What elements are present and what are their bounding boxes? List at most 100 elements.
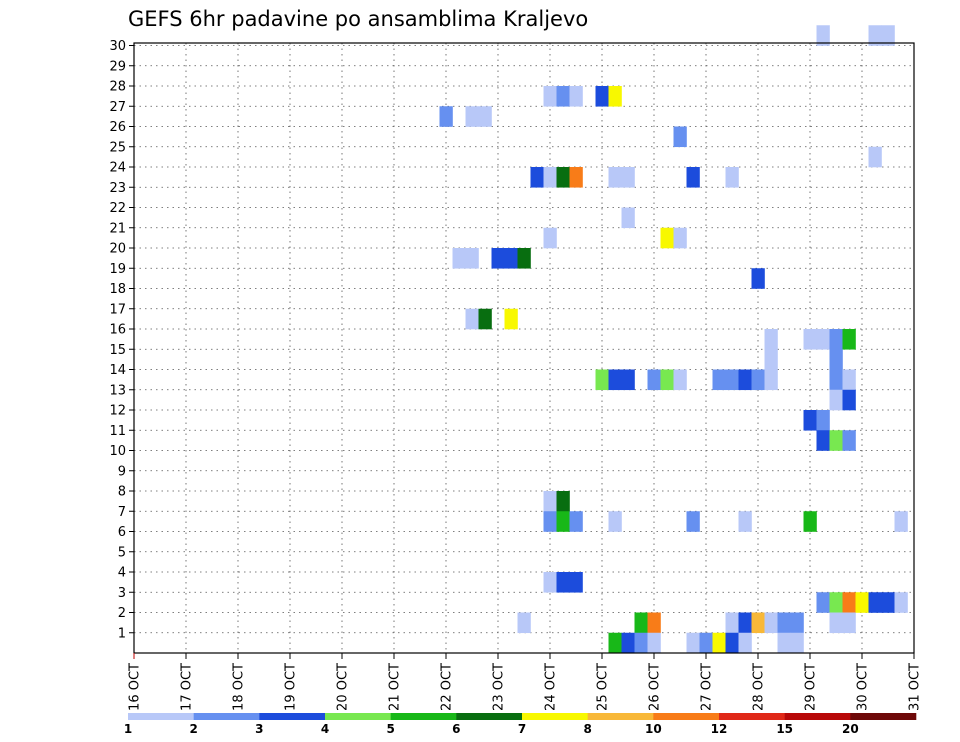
heatmap-cell bbox=[686, 511, 700, 532]
x-tick-label: 19 OCT bbox=[284, 663, 299, 711]
colorbar-swatch bbox=[193, 713, 260, 720]
x-tick-label: 17 OCT bbox=[180, 663, 195, 711]
y-tick-label: 28 bbox=[109, 80, 126, 95]
x-axis: 16 OCT 17 OCT 18 OCT 19 OCT 20 OCT 21 OCT 22 O… bbox=[128, 653, 923, 711]
heatmap-cell bbox=[686, 632, 700, 654]
heatmap-cell bbox=[621, 369, 635, 391]
heatmap-cell bbox=[725, 632, 739, 654]
y-tick-label: 11 bbox=[109, 424, 126, 439]
grid bbox=[134, 43, 914, 653]
heatmap-cell bbox=[751, 369, 765, 391]
y-tick-label: 1 bbox=[118, 626, 126, 641]
plot-frame bbox=[133, 42, 915, 654]
x-tick-label: 23 OCT bbox=[492, 663, 507, 711]
y-axis: 1234567891011121314151617181920212223242… bbox=[109, 39, 134, 641]
x-tick-label: 31 OCT bbox=[908, 663, 923, 711]
heatmap-cell bbox=[478, 106, 492, 127]
x-tick-label: 21 OCT bbox=[388, 663, 403, 711]
heatmap-cell bbox=[764, 369, 778, 391]
y-tick-label: 26 bbox=[109, 120, 126, 135]
heatmap-cell bbox=[530, 167, 544, 188]
y-tick-label: 24 bbox=[109, 161, 126, 176]
heatmap-cell bbox=[842, 592, 856, 613]
heatmap-cell bbox=[504, 248, 518, 269]
colorbar-label: 2 bbox=[189, 722, 197, 736]
colorbar-label: 3 bbox=[255, 722, 263, 736]
y-tick-label: 19 bbox=[109, 262, 126, 277]
y-tick-label: 6 bbox=[118, 525, 126, 540]
colorbar-label: 7 bbox=[518, 722, 526, 736]
colorbar-swatch bbox=[456, 713, 523, 720]
colorbar-swatch bbox=[522, 713, 588, 720]
heatmap-cell bbox=[829, 389, 843, 411]
heatmap-cell bbox=[868, 592, 882, 613]
heatmap-cell bbox=[764, 329, 778, 350]
x-tick-label: 25 OCT bbox=[596, 663, 611, 711]
colorbar-label: 4 bbox=[321, 722, 329, 736]
heatmap-cell bbox=[595, 86, 609, 107]
heatmap-cell bbox=[894, 592, 908, 613]
y-tick-label: 20 bbox=[109, 242, 126, 257]
heatmap-cell bbox=[725, 167, 739, 188]
x-tick-label: 30 OCT bbox=[856, 663, 871, 711]
y-tick-label: 5 bbox=[118, 545, 126, 560]
y-tick-label: 14 bbox=[109, 363, 126, 378]
y-tick-label: 22 bbox=[109, 201, 126, 216]
heatmap-cell bbox=[803, 511, 817, 532]
colorbar-swatch bbox=[325, 713, 391, 720]
heatmap-cell bbox=[816, 410, 830, 431]
heatmap-cell bbox=[790, 632, 804, 654]
heatmap-cell bbox=[738, 632, 752, 654]
heatmap-cell bbox=[803, 410, 817, 431]
heatmap-cell bbox=[790, 612, 804, 634]
heatmap-cell bbox=[634, 632, 648, 654]
heatmap-cell bbox=[764, 612, 778, 634]
heatmap-cell bbox=[842, 612, 856, 634]
y-tick-label: 12 bbox=[109, 404, 126, 419]
heatmap-cell bbox=[842, 430, 856, 451]
heatmap-cell bbox=[543, 86, 557, 107]
heatmap-cell bbox=[634, 612, 648, 634]
heatmap-cell bbox=[517, 612, 531, 634]
heatmap-cell bbox=[621, 632, 635, 654]
heatmap-cell bbox=[465, 308, 479, 330]
heatmap-cell bbox=[569, 572, 583, 593]
heatmap-cell bbox=[842, 369, 856, 391]
heatmap-cell bbox=[725, 369, 739, 391]
x-tick-label: 27 OCT bbox=[700, 663, 715, 711]
heatmap-cell bbox=[569, 511, 583, 532]
heatmap-cell bbox=[608, 632, 622, 654]
heatmap-cell bbox=[647, 369, 661, 391]
y-tick-label: 8 bbox=[118, 485, 126, 500]
heatmap-cell bbox=[699, 632, 713, 654]
heatmap-cell bbox=[608, 511, 622, 532]
heatmap-cell bbox=[673, 227, 687, 249]
x-tick-label: 16 OCT bbox=[128, 663, 143, 711]
heatmap-cell bbox=[608, 86, 622, 107]
heatmap-cell bbox=[868, 146, 882, 168]
x-tick-label: 26 OCT bbox=[648, 663, 663, 711]
colorbar-label: 20 bbox=[842, 722, 859, 736]
heatmap-cell bbox=[556, 167, 570, 188]
heatmap-cell bbox=[829, 612, 843, 634]
heatmap-cell bbox=[894, 511, 908, 532]
heatmap-cell bbox=[777, 632, 791, 654]
x-tick-label: 18 OCT bbox=[232, 663, 247, 711]
heatmap-cell bbox=[842, 329, 856, 350]
y-tick-label: 7 bbox=[118, 505, 126, 520]
y-tick-label: 30 bbox=[109, 39, 126, 54]
heatmap-cell bbox=[842, 389, 856, 411]
heatmap-cell bbox=[881, 592, 895, 613]
colorbar-label: 15 bbox=[776, 722, 793, 736]
heatmap-cell bbox=[608, 167, 622, 188]
heatmap-cell bbox=[569, 167, 583, 188]
x-tick-label: 28 OCT bbox=[752, 663, 767, 711]
colorbar-label: 12 bbox=[711, 722, 728, 736]
heatmap-cell bbox=[881, 25, 895, 46]
y-tick-label: 13 bbox=[109, 383, 126, 398]
heatmap-cell bbox=[712, 632, 726, 654]
y-tick-label: 17 bbox=[109, 302, 126, 317]
y-tick-label: 25 bbox=[109, 140, 126, 155]
colorbar-swatch bbox=[128, 713, 194, 720]
